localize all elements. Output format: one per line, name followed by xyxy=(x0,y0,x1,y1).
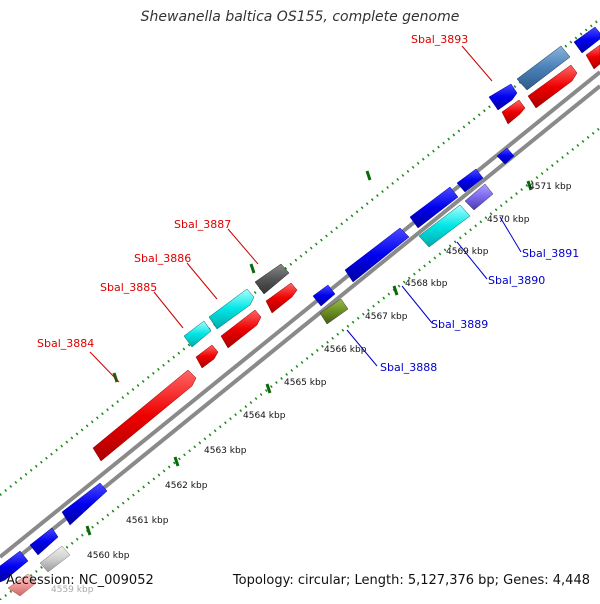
tick-4561: 4561 kbp xyxy=(126,516,169,526)
gene-pink[interactable] xyxy=(7,573,37,597)
tick-4570: 4570 kbp xyxy=(487,215,530,225)
tick-4562: 4562 kbp xyxy=(165,481,208,491)
major-tick-marks xyxy=(85,170,533,536)
gene-sbal-3885-cyan[interactable] xyxy=(183,320,212,348)
label-sbal-3891[interactable]: Sbal_3891 xyxy=(522,247,579,260)
tick-4569: 4569 kbp xyxy=(446,247,489,257)
forward-label-group: Sbal_3884 Sbal_3885 Sbal_3886 Sbal_3887 … xyxy=(37,33,468,350)
gene-sbal-3888[interactable] xyxy=(319,298,349,325)
tick-4565: 4565 kbp xyxy=(284,378,327,388)
label-sbal-3890[interactable]: Sbal_3890 xyxy=(488,274,545,287)
tick-4566: 4566 kbp xyxy=(324,345,367,355)
label-sbal-3886[interactable]: Sbal_3886 xyxy=(134,252,191,265)
gene-forward-blue-edge[interactable] xyxy=(573,26,600,54)
gene-gray[interactable] xyxy=(39,545,71,573)
kbp-tick-labels: 4559 kbp 4560 kbp 4561 kbp 4562 kbp 4563… xyxy=(51,182,572,595)
gene-sbal-3889[interactable] xyxy=(344,227,410,283)
gene-forward-blue-corner[interactable] xyxy=(0,550,29,583)
gene-forward-blue-left[interactable] xyxy=(29,527,59,556)
gene-sbal-3884[interactable] xyxy=(92,369,197,462)
gene-sbal-3893[interactable] xyxy=(488,83,518,111)
gene-sbal-3887[interactable] xyxy=(254,263,290,295)
accession-text: Accession: NC_009052 xyxy=(6,573,154,588)
reverse-label-group: Sbal_3888 Sbal_3889 Sbal_3890 Sbal_3891 xyxy=(380,247,579,374)
gene-blue-mid[interactable] xyxy=(409,186,459,229)
gene-sbal-3886-cyan[interactable] xyxy=(208,288,255,330)
gene-forward-blue-lower[interactable] xyxy=(61,482,108,526)
lower-tick-track xyxy=(0,127,600,601)
gene-blue-small[interactable] xyxy=(456,168,484,193)
gene-blue-tiny[interactable] xyxy=(496,147,515,165)
tick-4559: 4559 kbp xyxy=(51,585,94,595)
forward-callouts xyxy=(89,45,493,383)
gene-sbal-3891[interactable] xyxy=(464,183,494,211)
label-sbal-3885[interactable]: Sbal_3885 xyxy=(100,281,157,294)
genome-summary-text: Topology: circular; Length: 5,127,376 bp… xyxy=(232,573,590,588)
gene-sbal-3890[interactable] xyxy=(418,204,471,248)
tick-4564: 4564 kbp xyxy=(243,411,286,421)
tick-4568: 4568 kbp xyxy=(405,279,448,289)
gene-forward-red-right[interactable] xyxy=(527,64,578,109)
label-sbal-3888[interactable]: Sbal_3888 xyxy=(380,361,437,374)
tick-4563: 4563 kbp xyxy=(204,446,247,456)
gene-sbal-3893-red[interactable] xyxy=(501,99,526,125)
gene-sbal-3887-red[interactable] xyxy=(265,282,298,314)
backbone-line-upper xyxy=(0,70,600,559)
forward-genes xyxy=(0,26,600,583)
tick-4560: 4560 kbp xyxy=(87,551,130,561)
gene-sbal-3888-blue[interactable] xyxy=(312,284,336,307)
tick-4567: 4567 kbp xyxy=(365,312,408,322)
label-sbal-3893[interactable]: Sbal_3893 xyxy=(411,33,468,46)
label-sbal-3887[interactable]: Sbal_3887 xyxy=(174,218,231,231)
gene-sbal-3886[interactable] xyxy=(220,309,262,349)
reverse-genes xyxy=(7,147,515,597)
label-sbal-3889[interactable]: Sbal_3889 xyxy=(431,318,488,331)
label-sbal-3884[interactable]: Sbal_3884 xyxy=(37,337,94,350)
reverse-callouts xyxy=(346,216,522,367)
tick-4571: 4571 kbp xyxy=(529,182,572,192)
gene-forward-red-edge[interactable] xyxy=(585,44,600,70)
genome-title: Shewanella baltica OS155, complete genom… xyxy=(140,9,460,25)
gene-steelblue[interactable] xyxy=(516,45,571,91)
gene-sbal-3885[interactable] xyxy=(195,344,219,369)
